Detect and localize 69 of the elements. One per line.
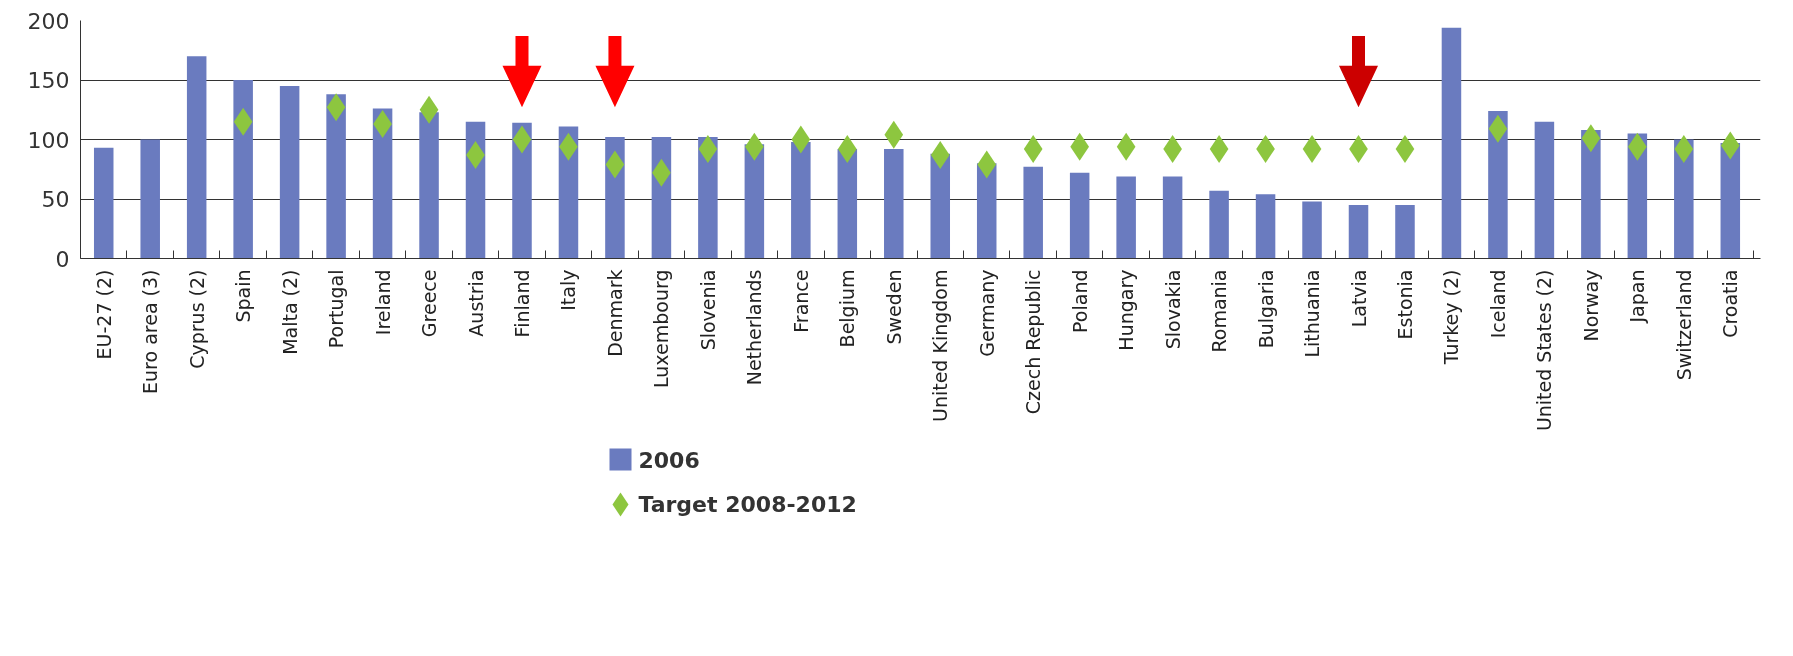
x-tick-label: Malta (2) bbox=[278, 269, 301, 355]
bar bbox=[1302, 201, 1322, 259]
x-tick-label: Sweden bbox=[882, 269, 905, 345]
x-tick-label: Luxembourg bbox=[650, 269, 673, 388]
x-tick-label: Portugal bbox=[325, 269, 348, 349]
x-tick-label: Switzerland bbox=[1672, 269, 1695, 381]
x-tick-label: Romania bbox=[1208, 269, 1231, 353]
y-tick-label: 100 bbox=[27, 127, 70, 153]
x-tick-label: Finland bbox=[510, 269, 533, 338]
bar bbox=[1116, 176, 1136, 259]
bar bbox=[1162, 176, 1183, 259]
bar bbox=[233, 80, 253, 259]
y-tick-label: 50 bbox=[41, 187, 70, 212]
x-tick-label: Bulgaria bbox=[1254, 269, 1277, 349]
bar bbox=[93, 147, 114, 259]
y-tick-label: 0 bbox=[55, 246, 70, 272]
x-tick-label: Spain bbox=[232, 269, 255, 323]
bar bbox=[1488, 110, 1508, 259]
x-tick-label: Lithuania bbox=[1301, 269, 1324, 358]
bar bbox=[1023, 166, 1043, 259]
x-tick-label: Ireland bbox=[371, 269, 394, 336]
bar bbox=[1255, 194, 1276, 259]
bar bbox=[791, 141, 811, 259]
x-tick-label: Poland bbox=[1068, 269, 1091, 333]
x-tick-label: Cyprus (2) bbox=[185, 269, 208, 369]
bar bbox=[930, 153, 951, 259]
bar bbox=[326, 94, 346, 259]
y-tick-label: 150 bbox=[27, 68, 70, 93]
bar bbox=[419, 112, 439, 259]
x-tick-label: Turkey (2) bbox=[1440, 269, 1463, 366]
x-tick-label: Japan bbox=[1626, 269, 1649, 324]
bar bbox=[837, 149, 858, 259]
legend-label: 2006 bbox=[638, 447, 700, 473]
x-tick-label: Iceland bbox=[1486, 269, 1509, 339]
bar bbox=[1395, 204, 1415, 259]
x-tick-label: Estonia bbox=[1393, 269, 1416, 340]
x-tick-label: Czech Republic bbox=[1022, 269, 1045, 415]
x-tick-label: Italy bbox=[557, 269, 580, 311]
x-tick-label: Slovakia bbox=[1161, 269, 1184, 350]
x-tick-label: Belgium bbox=[836, 269, 859, 348]
bar bbox=[372, 108, 393, 259]
bar bbox=[1209, 190, 1229, 259]
x-tick-label: Netherlands bbox=[743, 269, 766, 386]
bar bbox=[1441, 27, 1462, 259]
bar bbox=[884, 149, 904, 259]
bar bbox=[140, 139, 160, 259]
x-tick-label: Germany bbox=[975, 269, 998, 357]
x-tick-label: Croatia bbox=[1719, 269, 1742, 338]
x-tick-label: Austria bbox=[464, 269, 487, 337]
x-tick-label: Slovenia bbox=[696, 269, 719, 351]
bar bbox=[186, 56, 207, 259]
x-tick-label: Norway bbox=[1579, 269, 1602, 342]
x-tick-label: Denmark bbox=[603, 269, 626, 357]
bar bbox=[1534, 121, 1555, 259]
x-tick-label: United States (2) bbox=[1533, 269, 1556, 432]
bar bbox=[279, 85, 300, 259]
bar bbox=[1348, 204, 1369, 259]
bar bbox=[1069, 172, 1090, 259]
x-tick-label: Hungary bbox=[1115, 269, 1138, 351]
bar bbox=[512, 122, 532, 259]
x-tick-label: United Kingdom bbox=[929, 269, 952, 422]
y-tick-label: 200 bbox=[27, 8, 70, 34]
legend-label: Target 2008-2012 bbox=[638, 492, 857, 517]
x-tick-label: Euro area (3) bbox=[139, 269, 162, 394]
x-tick-label: Greece bbox=[418, 269, 441, 338]
x-tick-label: EU-27 (2) bbox=[92, 269, 115, 360]
bar bbox=[1581, 129, 1601, 259]
x-tick-label: France bbox=[789, 269, 812, 333]
x-tick-label: Latvia bbox=[1347, 269, 1370, 328]
